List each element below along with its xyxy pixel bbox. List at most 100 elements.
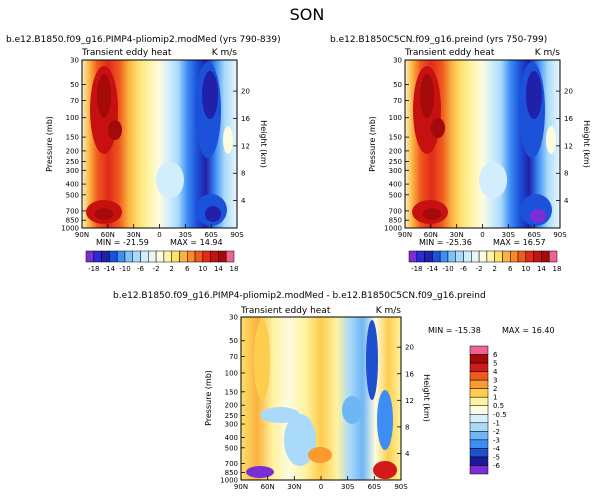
colorbar-swatch (469, 456, 489, 466)
lat-tick-label: 30S (179, 231, 193, 239)
colorbar-swatch (469, 396, 489, 406)
colorbar-swatch (502, 250, 511, 263)
panel-2-field (405, 60, 560, 228)
panel-2-subtitle-right: K m/s (535, 48, 561, 58)
colorbar-swatch (469, 362, 489, 372)
colorbar-label: -0.5 (493, 411, 507, 419)
panel-1: b.e12.B1850.f09_g16.PIMP4-pliomip2.modMe… (6, 35, 281, 247)
colorbar-swatch (533, 250, 542, 263)
lat-tick-label: 60S (368, 483, 382, 491)
pressure-tick-label: 700 (66, 207, 79, 215)
pressure-tick-label: 850 (225, 469, 238, 477)
pressure-tick-label: 150 (225, 388, 238, 396)
colorbar-swatch (478, 250, 488, 263)
pressure-tick-label: 250 (389, 158, 402, 166)
lat-tick-label: 0 (480, 231, 484, 239)
pressure-tick-label: 100 (66, 114, 79, 122)
colorbar-swatch (187, 250, 196, 263)
panel-3-max: MAX = 16.40 (502, 326, 555, 335)
pressure-tick-label: 1000 (220, 477, 238, 485)
lat-tick-label: 30N (127, 231, 141, 239)
lat-tick-label: 30S (341, 483, 355, 491)
colorbar-label: 10 (521, 265, 530, 273)
lat-tick-label: 90S (394, 483, 408, 491)
colorbar-swatch (439, 250, 449, 263)
colorbar-swatch (463, 250, 472, 263)
colorbar-label: 3 (493, 377, 497, 385)
colorbar-swatch (469, 388, 489, 398)
colorbar-label: -2 (476, 265, 483, 273)
colorbar-label: -14 (104, 265, 116, 273)
pressure-tick-label: 30 (229, 314, 238, 322)
colorbar-swatch (93, 250, 102, 263)
colorbar-swatch (140, 250, 149, 263)
pressure-tick-label: 70 (229, 353, 238, 361)
colorbar-swatch (469, 345, 489, 355)
colorbar-swatch (218, 250, 227, 263)
colorbar-swatch (116, 250, 126, 263)
pressure-tick-label: 250 (66, 158, 79, 166)
panel-3-ylabel-right: Height (km) (422, 374, 431, 422)
height-tick-label: 4 (405, 450, 410, 458)
height-tick-label: 12 (564, 142, 573, 150)
colorbar-label: 5 (493, 360, 497, 368)
height-tick-label: 20 (405, 344, 414, 352)
colorbar-swatch (486, 250, 495, 263)
season-title: SON (290, 5, 325, 24)
pressure-tick-label: 1000 (61, 225, 79, 233)
colorbar-swatch (424, 250, 433, 263)
height-tick-label: 8 (405, 423, 409, 431)
panel-1-ylabel-right: Height (km) (259, 120, 268, 168)
colorbar-1: -18 -14 -10 -6 -2 2 6 10 14 18 (85, 250, 238, 273)
lat-tick-label: 60S (204, 231, 218, 239)
pressure-tick-label: 400 (66, 181, 79, 189)
colorbar-swatch (548, 250, 558, 263)
pressure-tick-label: 50 (70, 81, 79, 89)
colorbar-label: 0.5 (493, 402, 504, 410)
lat-tick-label: 90N (75, 231, 89, 239)
colorbar-label: -3 (493, 436, 500, 444)
height-tick-label: 8 (241, 170, 245, 178)
colorbar-swatch (179, 250, 188, 263)
pressure-tick-label: 500 (225, 444, 238, 452)
lat-tick-label: 90N (398, 231, 412, 239)
colorbar-label: 2 (492, 265, 496, 273)
colorbar-swatch (469, 448, 489, 458)
lat-tick-label: 60N (101, 231, 115, 239)
lat-tick-label: 30N (450, 231, 464, 239)
colorbar-swatch (447, 250, 456, 263)
panel-3-field (241, 317, 401, 480)
lat-tick-label: 30S (502, 231, 516, 239)
colorbar-label: 2 (493, 385, 497, 393)
colorbar-swatch (510, 250, 519, 263)
colorbar-swatch (469, 422, 489, 432)
lat-tick-label: 0 (157, 231, 161, 239)
colorbar-swatch (109, 250, 118, 263)
pressure-tick-label: 150 (389, 134, 402, 142)
height-tick-label: 16 (405, 370, 414, 378)
panel-1-min: MIN = -21.59 (96, 238, 149, 247)
colorbar-label: 14 (537, 265, 546, 273)
colorbar-swatch (494, 250, 503, 263)
height-tick-label: 20 (241, 88, 250, 96)
colorbar-label: 14 (214, 265, 223, 273)
colorbar-swatch (469, 431, 489, 441)
colorbar-label: -18 (88, 265, 99, 273)
pressure-tick-label: 70 (393, 97, 402, 105)
colorbar-swatch (194, 250, 204, 263)
pressure-tick-label: 50 (393, 81, 402, 89)
pressure-tick-label: 50 (229, 337, 238, 345)
panel-1-field (82, 60, 237, 228)
panel-3-ylabel: Pressure (mb) (204, 370, 213, 426)
panel-3-min: MIN = -15.38 (428, 326, 481, 335)
colorbar-label: -4 (493, 445, 501, 453)
colorbar-swatch (148, 250, 157, 263)
colorbar-swatch (124, 250, 133, 263)
colorbar-swatch (202, 250, 211, 263)
lat-tick-label: 90N (234, 483, 248, 491)
pressure-tick-label: 100 (225, 369, 238, 377)
panel-2-title: b.e12.B1850C5CN.f09_g16.preind (yrs 750-… (330, 35, 547, 45)
colorbar-label: -14 (427, 265, 439, 273)
